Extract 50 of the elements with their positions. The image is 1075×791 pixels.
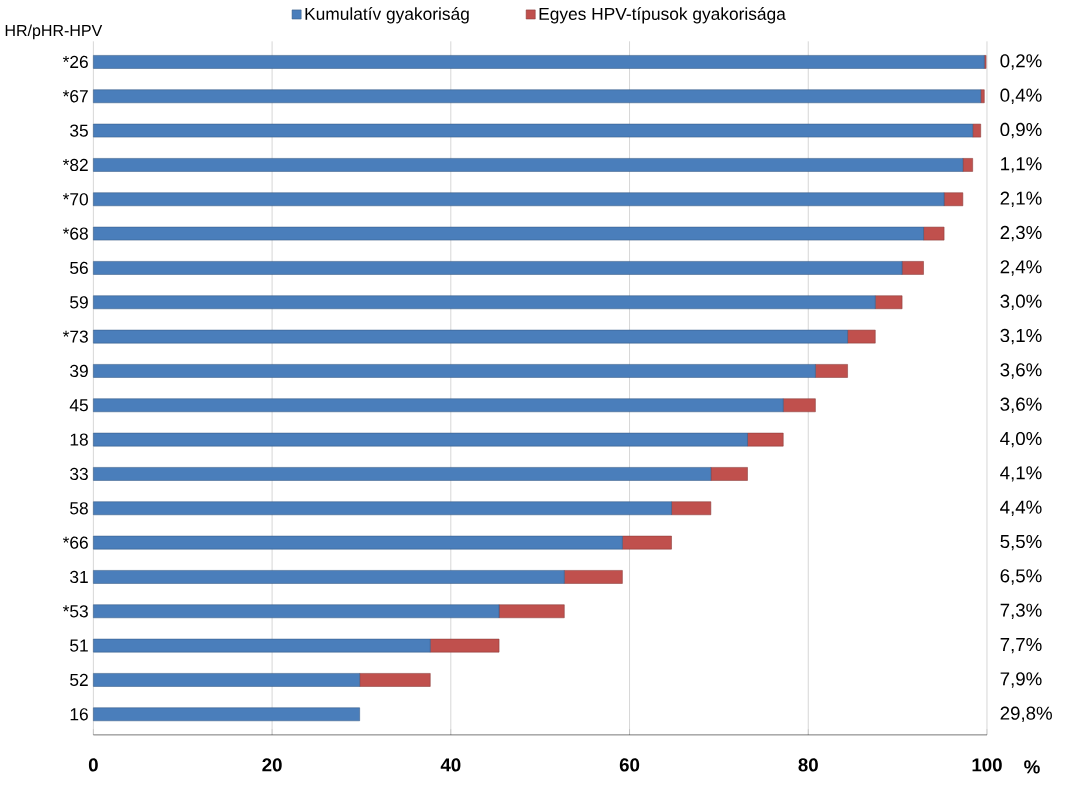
data-label: 7,9% bbox=[1000, 672, 1042, 688]
data-label: 4,4% bbox=[1000, 500, 1042, 516]
data-label: 4,1% bbox=[1000, 466, 1042, 482]
y-tick-label: *68 bbox=[62, 227, 88, 240]
data-label: 3,1% bbox=[1000, 328, 1042, 345]
data-label: 1,1% bbox=[1001, 157, 1042, 173]
data-label: 3,0% bbox=[1000, 294, 1042, 311]
y-axis-title: HR/pHR-HPV bbox=[5, 24, 103, 40]
x-tick-label: 100 bbox=[972, 758, 1002, 772]
x-tick-label: 40 bbox=[440, 758, 461, 772]
x-tick-label: 80 bbox=[798, 758, 818, 772]
x-tick-label: 60 bbox=[619, 758, 640, 772]
y-tick-label: 45 bbox=[69, 399, 88, 412]
legend-label: Egyes HPV-típusok gyakorisága bbox=[539, 7, 786, 24]
y-tick-label: *66 bbox=[62, 536, 88, 549]
y-tick-label: *26 bbox=[62, 55, 88, 69]
y-tick-label: 31 bbox=[70, 570, 88, 584]
data-label: 0,4% bbox=[1000, 88, 1042, 105]
y-tick-label: 16 bbox=[70, 708, 88, 721]
y-tick-label: 52 bbox=[70, 673, 88, 687]
data-label: 6,5% bbox=[1000, 569, 1042, 585]
y-tick-label: 56 bbox=[70, 261, 88, 275]
data-label: 7,3% bbox=[1000, 603, 1042, 620]
y-tick-label: 59 bbox=[70, 296, 88, 309]
data-label: 0,2% bbox=[1000, 54, 1042, 70]
y-tick-label: 18 bbox=[70, 433, 88, 446]
data-label: 2,3% bbox=[1000, 225, 1042, 242]
y-tick-label: *82 bbox=[62, 158, 88, 172]
data-label: 7,7% bbox=[1000, 637, 1042, 654]
y-tick-label: 39 bbox=[70, 364, 88, 378]
y-tick-label: 51 bbox=[70, 639, 88, 652]
y-tick-label: *70 bbox=[62, 193, 88, 206]
x-tick-label: 0 bbox=[88, 758, 98, 772]
x-tick-label: 20 bbox=[262, 758, 282, 772]
data-label: 5,5% bbox=[1000, 534, 1042, 551]
y-tick-label: 35 bbox=[70, 124, 88, 137]
y-tick-label: *67 bbox=[62, 90, 88, 103]
data-label: 4,0% bbox=[1000, 431, 1042, 448]
y-tick-label: *73 bbox=[62, 330, 88, 343]
y-tick-label: 58 bbox=[70, 502, 88, 515]
data-label: 2,1% bbox=[1000, 191, 1042, 208]
y-tick-label: *53 bbox=[62, 605, 88, 618]
text: 29,8% bbox=[1000, 706, 1052, 723]
legend-label: Kumulatív gyakoriság bbox=[305, 7, 469, 24]
data-label: 3,6% bbox=[1000, 363, 1042, 379]
x-axis-title: % bbox=[1024, 760, 1040, 774]
data-label: 0,9% bbox=[1000, 122, 1042, 139]
y-tick-label: 33 bbox=[70, 467, 88, 481]
data-label: 3,6% bbox=[1000, 397, 1042, 414]
data-label: 2,4% bbox=[1000, 260, 1042, 276]
